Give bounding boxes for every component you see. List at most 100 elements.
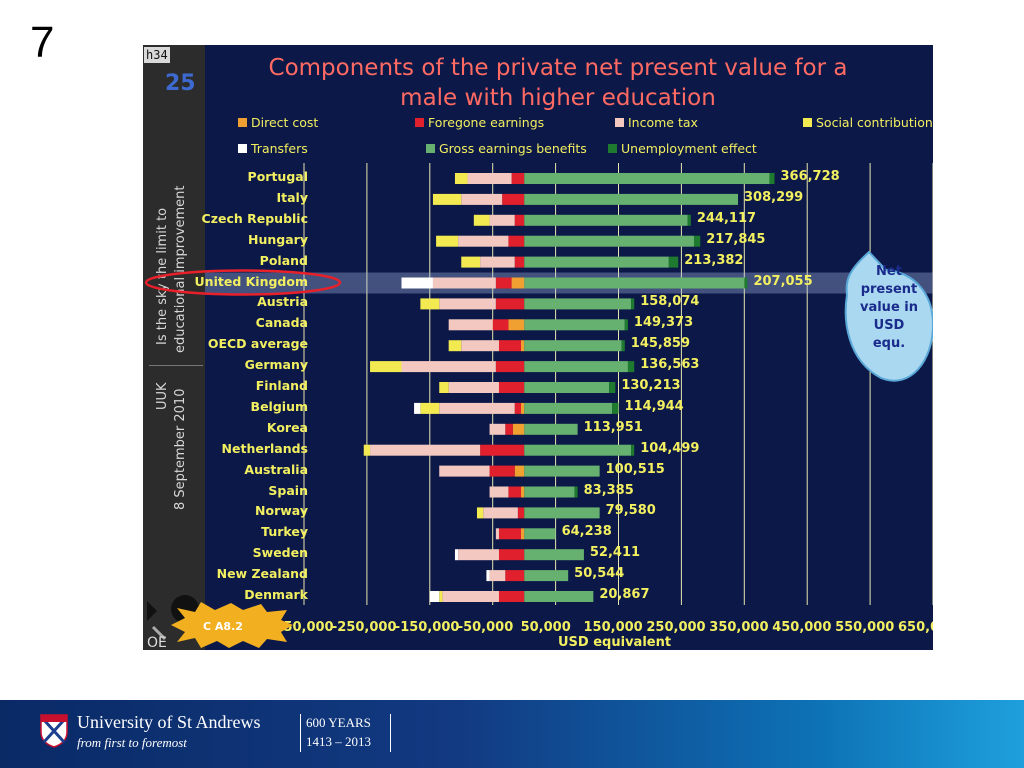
bar-social (439, 591, 443, 602)
legend-item-foregone: Foregone earnings (415, 115, 544, 130)
bar-unemployment (744, 277, 748, 289)
bar-foregone (517, 507, 525, 519)
bar-income-tax (489, 486, 509, 498)
bar-income-tax (448, 319, 493, 331)
bar-income-tax (495, 528, 499, 540)
legend-item-direct-cost: Direct cost (238, 115, 318, 130)
legend-swatch (426, 144, 435, 153)
bar-direct-cost (512, 423, 525, 435)
category-label: New Zealand (216, 566, 308, 582)
bar-gross (524, 444, 632, 456)
source-starburst-icon (171, 602, 293, 648)
bar-foregone (508, 486, 522, 498)
bar-foregone (514, 402, 522, 414)
legend-label: Gross earnings benefits (439, 141, 587, 156)
highlight-circle (144, 269, 342, 296)
bar-unemployment (668, 256, 679, 268)
bar-income-tax (489, 423, 506, 435)
category-label: Finland (255, 378, 308, 393)
category-label: Spain (268, 482, 308, 498)
bar-income-tax (489, 570, 506, 582)
legend-item-unemployment: Unemployment effect (608, 141, 757, 156)
category-label: Sweden (252, 545, 308, 561)
bar-income-tax (448, 382, 499, 393)
divider-left (300, 714, 301, 752)
legend-swatch (803, 118, 812, 127)
anniversary-range: 1413 – 2013 (306, 734, 371, 749)
legend-label: Foregone earnings (428, 115, 545, 130)
bar-foregone (505, 423, 513, 435)
x-tick-label: -50,000 (457, 620, 514, 635)
bar-income-tax (401, 361, 496, 373)
bar-gross (524, 591, 594, 602)
bar-gross (524, 382, 610, 393)
value-label: 207,055 (753, 273, 813, 289)
bar-direct-cost (508, 319, 525, 331)
callout-bubble-icon (844, 250, 933, 382)
category-label: Poland (259, 252, 308, 268)
bar-foregone (514, 256, 525, 268)
value-label: 145,859 (630, 336, 690, 352)
bar-gross (524, 361, 628, 373)
value-label: 79,580 (605, 503, 656, 519)
bar-foregone (498, 528, 522, 540)
value-label: 20,867 (599, 587, 650, 602)
category-label: OECD average (207, 336, 308, 352)
bar-gross (524, 507, 600, 519)
bar-unemployment (769, 173, 775, 184)
bar-social (473, 214, 490, 226)
bar-transfers (414, 402, 421, 414)
bar-foregone (492, 319, 509, 331)
bar-foregone (498, 591, 525, 602)
bar-transfers (401, 277, 433, 289)
category-label: Germany (244, 357, 308, 373)
chart-panel: h34 25 Is the sky the limit to education… (143, 45, 933, 650)
bar-gross (524, 214, 688, 226)
bar-social (420, 298, 440, 310)
value-label: 149,373 (633, 315, 694, 331)
bar-gross (524, 193, 739, 205)
bar-direct-cost (521, 340, 525, 352)
bar-income-tax (439, 465, 490, 477)
bar-foregone (502, 193, 525, 205)
bar-unemployment (612, 402, 619, 414)
x-tick-label: 50,000 (520, 620, 571, 635)
bar-income-tax (432, 277, 496, 289)
bar-income-tax (439, 402, 515, 414)
value-label: 104,499 (640, 440, 700, 456)
bar-unemployment (624, 319, 628, 331)
value-label: 308,299 (744, 189, 804, 205)
bar-foregone (511, 173, 525, 184)
x-tick-label: 150,000 (583, 620, 643, 635)
category-label: Hungary (248, 231, 308, 247)
anniversary-title: 600 YEARS (306, 715, 371, 730)
bar-income-tax (489, 214, 515, 226)
bar-social (370, 361, 402, 373)
bar-foregone (495, 298, 525, 310)
university-name: University of St Andrews (77, 712, 261, 732)
chart-title: Components of the private net present va… (268, 55, 848, 111)
legend-swatch (608, 144, 617, 153)
bar-direct-cost (511, 277, 525, 289)
bar-social (439, 382, 449, 393)
bar-foregone (495, 361, 525, 373)
category-label: United Kingdom (194, 273, 308, 289)
bar-income-tax (467, 173, 512, 184)
category-label: Denmark (244, 587, 308, 602)
bar-unemployment (609, 382, 616, 393)
x-tick-label: 250,000 (646, 620, 706, 635)
university-crest-icon (40, 714, 68, 748)
x-tick-label: 650,000 (898, 620, 933, 635)
bar-transfers (486, 570, 490, 582)
callout-text: Net present value in USD equ. (859, 264, 918, 351)
legend-label: Direct cost (251, 115, 319, 130)
value-label: 114,944 (624, 398, 684, 414)
value-label: 64,238 (561, 524, 612, 540)
panel-tag: h34 (144, 47, 170, 63)
bar-social (461, 256, 481, 268)
bar-social (476, 507, 484, 519)
bar-social (420, 402, 440, 414)
bar-foregone (489, 465, 515, 477)
bar-gross (524, 549, 584, 561)
category-label: Norway (255, 503, 308, 519)
